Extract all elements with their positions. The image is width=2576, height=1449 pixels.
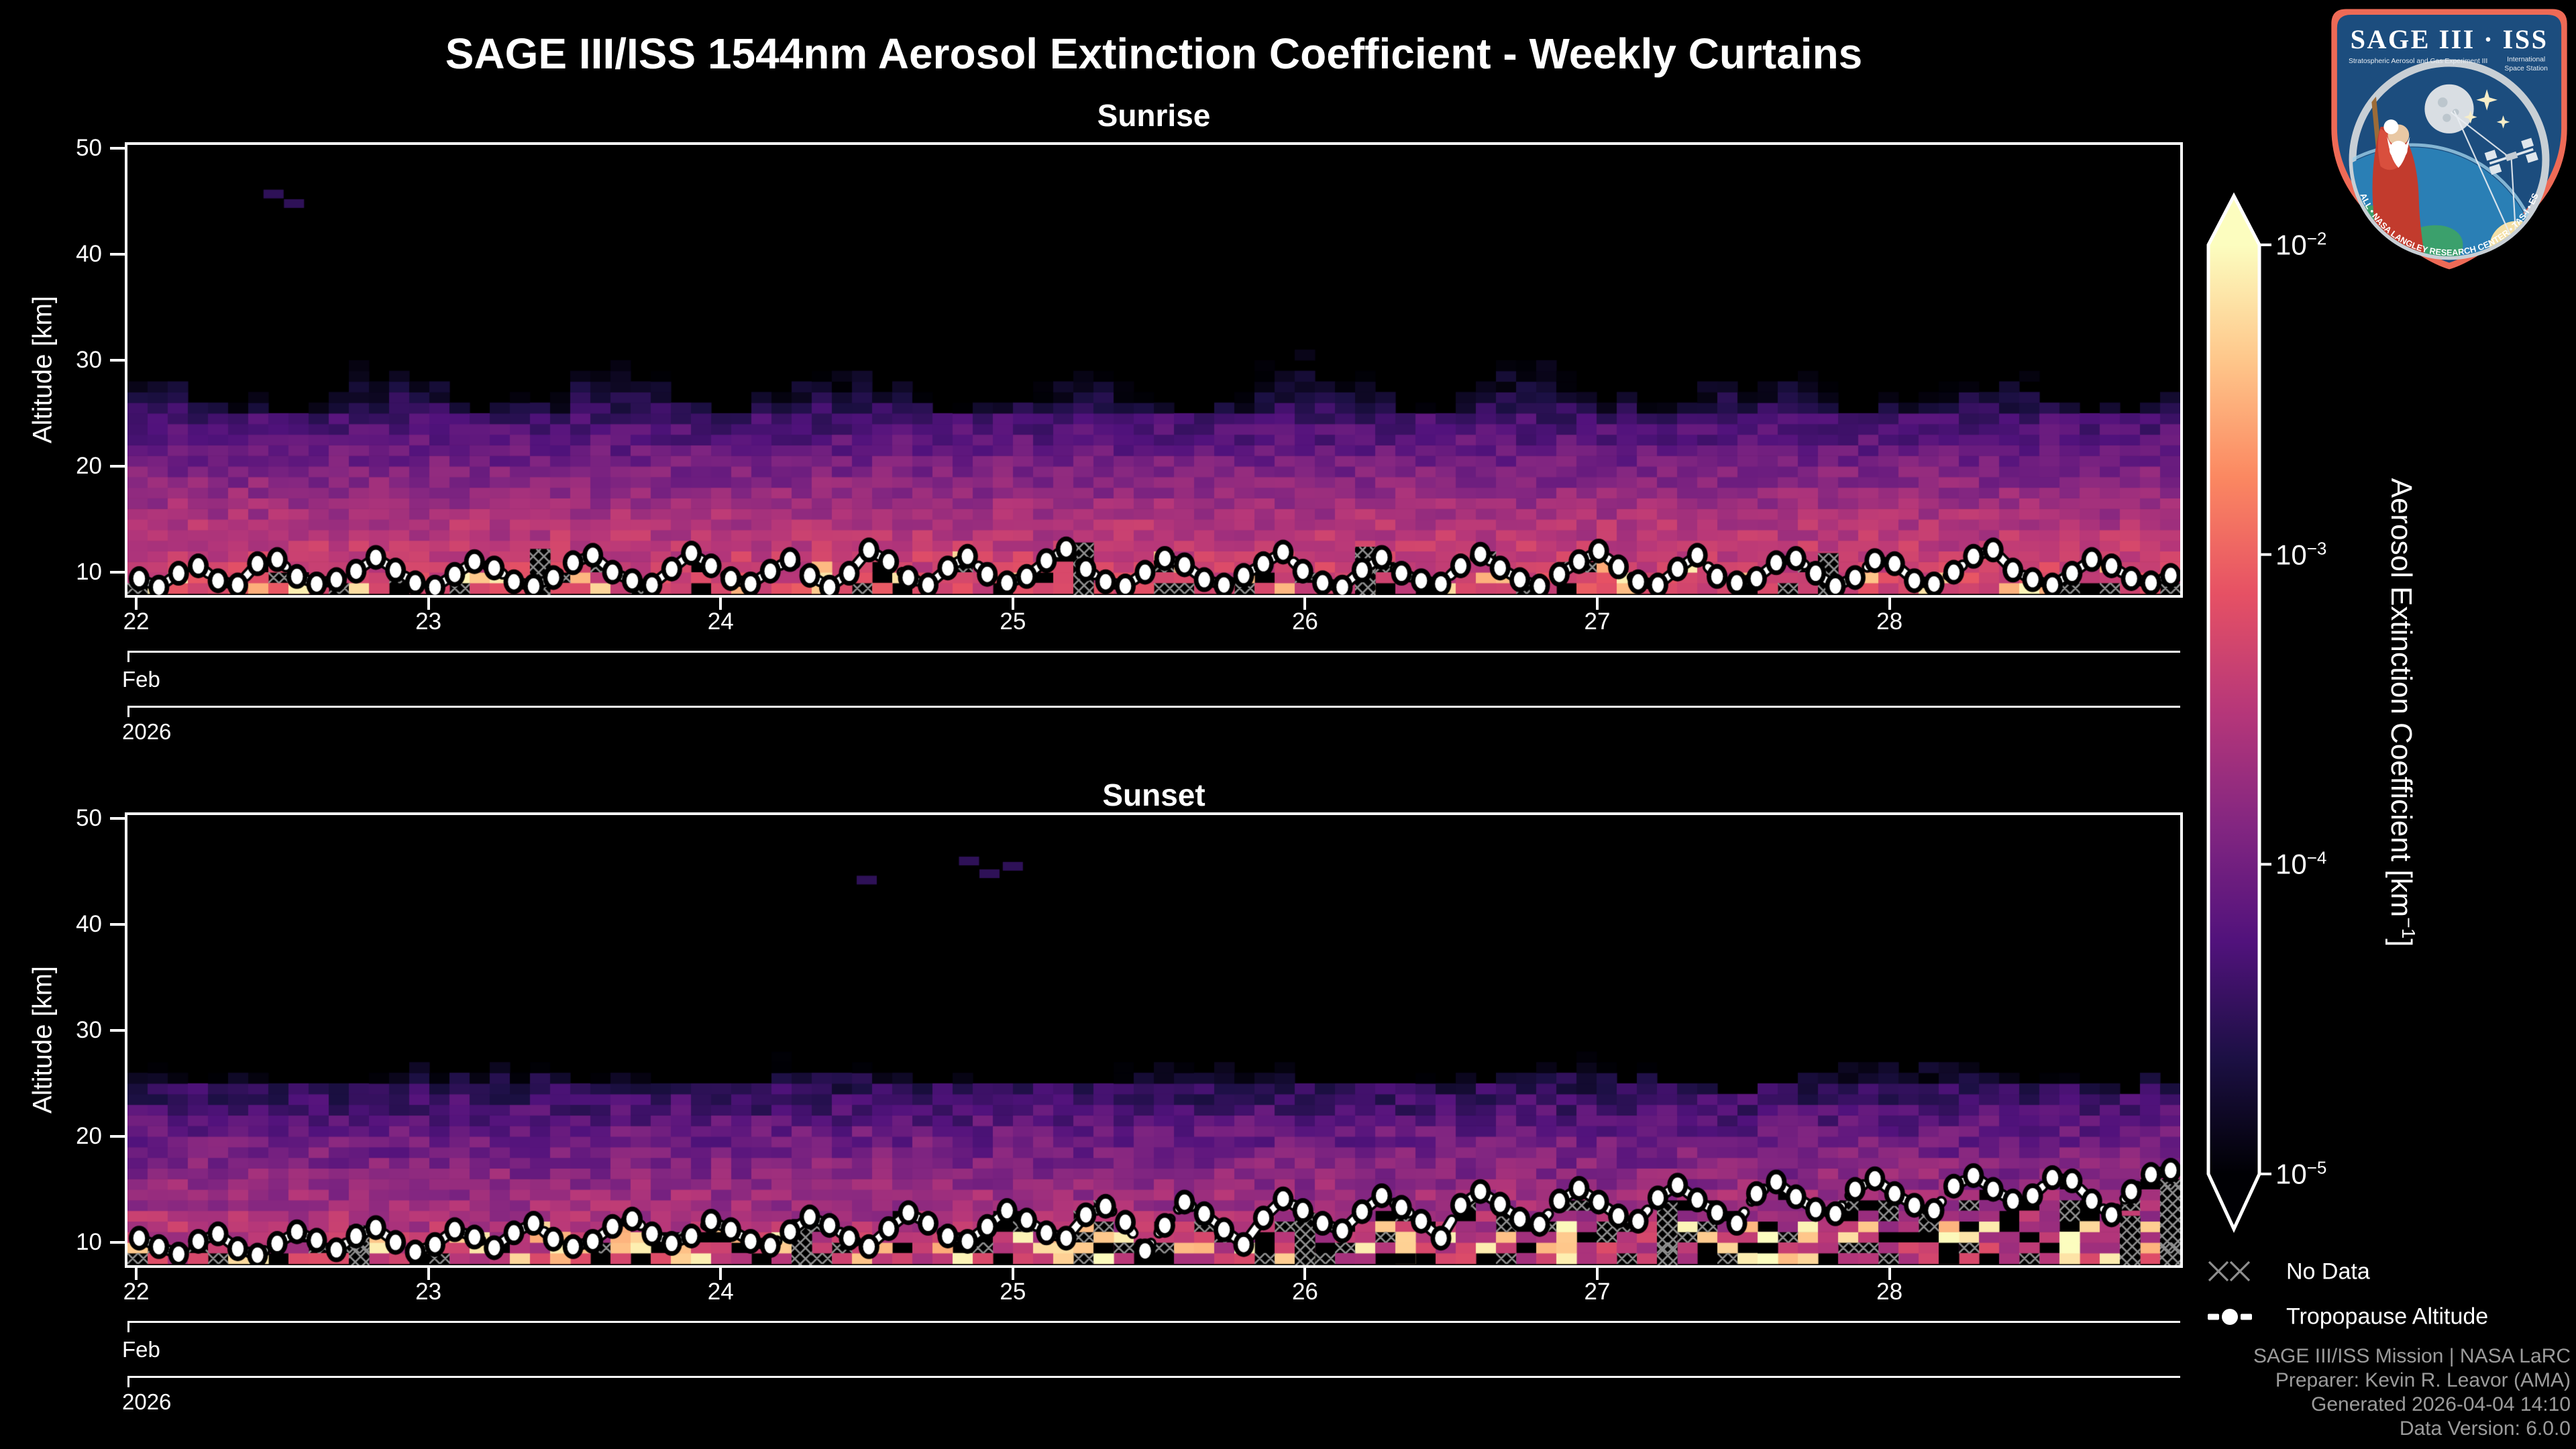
x-tick-label: 23	[415, 608, 442, 635]
x-tick-label: 28	[1876, 1279, 1903, 1305]
colorbar	[2206, 192, 2271, 1233]
y-tick-mark	[110, 571, 125, 574]
x-tick-mark	[1888, 1268, 1891, 1280]
x-tick-label: 25	[1000, 608, 1026, 635]
x-tick-label: 27	[1584, 608, 1611, 635]
y-tick-label: 40	[76, 240, 102, 267]
patch-subtitle-right-1: International	[2507, 56, 2545, 64]
x-tick-mark	[1596, 598, 1599, 610]
y-tick-label: 50	[76, 134, 102, 161]
y-tick-label: 30	[76, 1016, 102, 1043]
year-separator-line	[127, 1376, 2180, 1378]
page-title: SAGE III/ISS 1544nm Aerosol Extinction C…	[445, 30, 1863, 78]
y-tick-label: 30	[76, 346, 102, 373]
month-label: Feb	[122, 667, 160, 692]
y-tick-mark	[110, 1134, 125, 1138]
year-separator-line	[127, 706, 2180, 708]
patch-subtitle-left: Stratospheric Aerosol and Gas Experiment…	[2349, 58, 2487, 65]
x-tick-mark	[135, 598, 138, 610]
month-separator-line	[127, 651, 2180, 653]
sunrise-heatmap-canvas	[127, 145, 2180, 595]
no-data-legend-swatch	[2208, 1260, 2251, 1282]
patch-moon-icon	[2424, 84, 2474, 133]
x-tick-label: 24	[707, 608, 734, 635]
colorbar-tick-marks	[2259, 244, 2271, 1175]
x-tick-label: 26	[1291, 1279, 1318, 1305]
y-tick-label: 40	[76, 910, 102, 937]
patch-title: SAGE III · ISS	[2351, 24, 2548, 54]
x-tick-mark	[719, 598, 722, 610]
footer-mission: SAGE III/ISS Mission | NASA LaRC	[2253, 1345, 2571, 1367]
sunrise-panel-title: Sunrise	[1097, 98, 1211, 133]
y-tick-mark	[110, 922, 125, 926]
x-tick-mark	[427, 1268, 430, 1280]
colorbar-tick-label: 10−3	[2275, 538, 2327, 571]
sage-iii-iss-mission-patch: SAGE III · ISS Stratospheric Aerosol and…	[2326, 4, 2567, 270]
patch-subtitle-right-2: Space Station	[2504, 65, 2548, 72]
y-tick-mark	[110, 1028, 125, 1032]
y-tick-label: 10	[76, 1229, 102, 1255]
no-data-legend-label: No Data	[2286, 1258, 2370, 1285]
x-tick-mark	[1303, 1268, 1307, 1280]
x-tick-label: 26	[1291, 608, 1318, 635]
sunset-panel-title: Sunset	[1102, 777, 1205, 812]
patch-stars	[2463, 89, 2510, 129]
y-tick-label: 20	[76, 452, 102, 479]
sunset-y-axis-label: Altitude [km]	[28, 965, 58, 1114]
month-separator-line	[127, 1321, 2180, 1323]
month-label: Feb	[122, 1337, 160, 1362]
tropopause-legend-swatch	[2208, 1309, 2252, 1325]
x-tick-mark	[719, 1268, 722, 1280]
y-tick-mark	[110, 816, 125, 820]
footer-preparer: Preparer: Kevin R. Leavor (AMA)	[2275, 1369, 2571, 1391]
y-tick-mark	[110, 358, 125, 362]
y-tick-mark	[110, 252, 125, 256]
month-separator-tick	[127, 1323, 129, 1332]
colorbar-tick-label: 10−5	[2275, 1157, 2327, 1190]
patch-earth-icon	[2353, 147, 2540, 256]
x-tick-mark	[1011, 598, 1014, 610]
x-tick-label: 24	[707, 1279, 734, 1305]
x-tick-mark	[1596, 1268, 1599, 1280]
year-label: 2026	[122, 1389, 172, 1414]
footer-data-version: Data Version: 6.0.0	[2399, 1417, 2571, 1440]
x-tick-label: 25	[1000, 1279, 1026, 1305]
month-separator-tick	[127, 653, 129, 662]
y-tick-label: 10	[76, 559, 102, 585]
x-tick-label: 23	[415, 1279, 442, 1305]
colorbar-tick-label: 10−4	[2275, 847, 2327, 880]
y-tick-mark	[110, 464, 125, 468]
y-tick-mark	[110, 146, 125, 150]
x-tick-label: 28	[1876, 608, 1903, 635]
x-tick-mark	[135, 1268, 138, 1280]
year-separator-tick	[127, 1378, 129, 1387]
x-tick-mark	[427, 598, 430, 610]
sunset-plot-frame	[125, 812, 2183, 1268]
x-tick-label: 27	[1584, 1279, 1611, 1305]
tropopause-legend-label: Tropopause Altitude	[2286, 1303, 2489, 1330]
sunset-heatmap-canvas	[127, 815, 2180, 1265]
colorbar-gradient-arrow	[2206, 192, 2261, 1233]
patch-iss-icon	[2484, 138, 2538, 175]
year-label: 2026	[122, 719, 172, 744]
sunrise-y-axis-label: Altitude [km]	[28, 295, 58, 444]
y-tick-label: 50	[76, 804, 102, 831]
x-tick-label: 22	[123, 608, 150, 635]
colorbar-tick-label: 10−2	[2275, 228, 2327, 261]
x-tick-label: 22	[123, 1279, 150, 1305]
y-tick-label: 20	[76, 1122, 102, 1149]
year-separator-tick	[127, 708, 129, 717]
x-tick-mark	[1888, 598, 1891, 610]
x-tick-mark	[1303, 598, 1307, 610]
x-tick-mark	[1011, 1268, 1014, 1280]
sunrise-plot-frame	[125, 142, 2183, 598]
y-tick-mark	[110, 1241, 125, 1244]
colorbar-axis-label: Aerosol Extinction Coefficient [km−1]	[2385, 478, 2419, 947]
footer-generated: Generated 2026-04-04 14:10	[2311, 1393, 2571, 1415]
